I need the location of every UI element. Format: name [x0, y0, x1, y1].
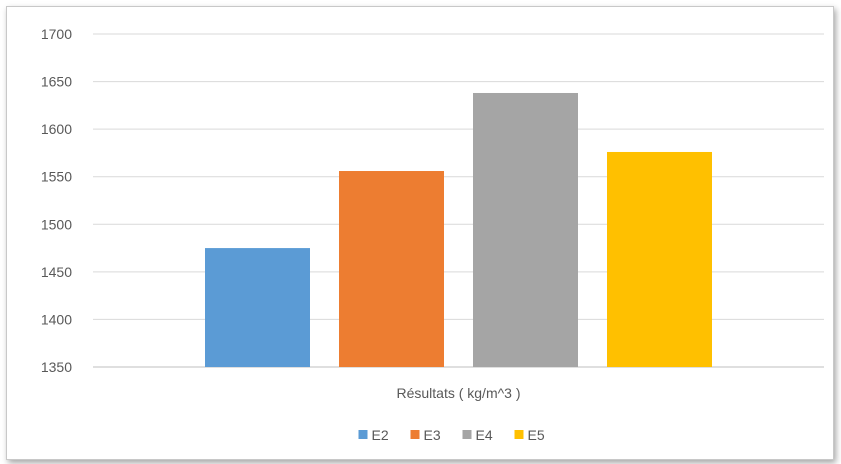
legend-label-e3: E3: [424, 427, 441, 443]
y-tick-label-1450: 1450: [41, 264, 72, 280]
y-tick-label-1500: 1500: [41, 216, 72, 232]
y-tick-label-1550: 1550: [41, 169, 72, 185]
bar-e3: [339, 171, 444, 367]
gridlines: [93, 33, 824, 368]
legend-swatch-e4: [462, 430, 472, 439]
y-tick-label-1600: 1600: [41, 121, 72, 137]
bar-e5: [607, 151, 712, 367]
legend-label-e5: E5: [528, 427, 545, 443]
y-tick-label-1700: 1700: [41, 26, 72, 42]
y-tick-label-1400: 1400: [41, 311, 72, 327]
legend-label-e4: E4: [476, 427, 493, 443]
category-label: Résultats ( kg/m^3 ): [396, 385, 520, 401]
bar-e2: [205, 248, 310, 367]
legend-swatch-e5: [514, 430, 524, 439]
bars: [205, 92, 712, 367]
legend-label-e2: E2: [372, 427, 389, 443]
legend-swatch-e2: [358, 430, 368, 439]
bar-e4: [473, 92, 578, 367]
legend-swatch-e3: [410, 430, 420, 439]
y-tick-label-1350: 1350: [41, 359, 72, 375]
legend: E2 E3 E4 E5: [358, 427, 545, 443]
y-axis-tick-labels: 1350 1400 1450 1500 1550 1600 1650 1700: [41, 26, 72, 375]
y-tick-label-1650: 1650: [41, 74, 72, 90]
